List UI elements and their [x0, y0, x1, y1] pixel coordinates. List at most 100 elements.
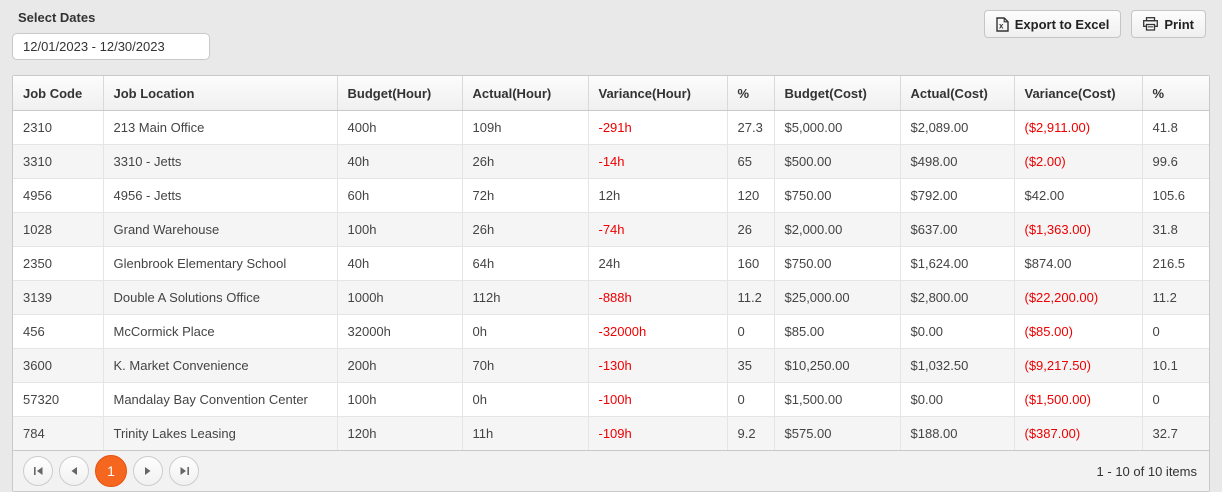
table-row[interactable]: 4956 4956 - Jetts 60h 72h 12h 120 $750.0…	[13, 178, 1209, 213]
job-cost-table: Job Code Job Location Budget(Hour) Actua…	[13, 76, 1209, 450]
cell-variance-hour: -74h	[587, 212, 727, 247]
cell-variance-hour: -888h	[587, 280, 727, 315]
cell-variance-hour: -291h	[587, 110, 727, 145]
cell-job-location: Trinity Lakes Leasing	[102, 416, 337, 450]
cell-job-code: 3139	[13, 280, 103, 315]
column-header-variance-hour[interactable]: Variance(Hour)	[587, 76, 727, 111]
cell-budget-hour: 100h	[336, 382, 462, 417]
select-dates-label: Select Dates	[18, 10, 96, 25]
cell-job-code: 4956	[13, 178, 103, 213]
cell-job-code: 784	[13, 416, 103, 450]
cell-pct-hour: 26	[726, 212, 774, 247]
table-row[interactable]: 784 Trinity Lakes Leasing 120h 11h -109h…	[13, 416, 1209, 450]
column-header-pct-hour[interactable]: %	[726, 76, 774, 111]
cell-job-location: Glenbrook Elementary School	[102, 246, 337, 281]
cell-job-code: 57320	[13, 382, 103, 417]
cell-budget-hour: 32000h	[336, 314, 462, 349]
cell-budget-hour: 60h	[336, 178, 462, 213]
job-cost-grid: Job Code Job Location Budget(Hour) Actua…	[12, 75, 1210, 492]
cell-budget-hour: 100h	[336, 212, 462, 247]
date-filter: Select Dates	[12, 9, 210, 60]
table-row[interactable]: 3310 3310 - Jetts 40h 26h -14h 65 $500.0…	[13, 144, 1209, 179]
cell-pct-hour: 9.2	[726, 416, 774, 450]
column-header-budget-hour[interactable]: Budget(Hour)	[336, 76, 462, 111]
cell-variance-cost: $874.00	[1013, 246, 1142, 281]
print-button[interactable]: Print	[1131, 10, 1206, 38]
cell-variance-hour: 24h	[587, 246, 727, 281]
last-page-button[interactable]	[169, 456, 199, 486]
next-page-button[interactable]	[133, 456, 163, 486]
cell-budget-hour: 40h	[336, 144, 462, 179]
cell-budget-cost: $5,000.00	[773, 110, 900, 145]
column-header-actual-hour[interactable]: Actual(Hour)	[461, 76, 588, 111]
cell-budget-hour: 1000h	[336, 280, 462, 315]
cell-actual-cost: $2,800.00	[899, 280, 1014, 315]
table-row[interactable]: 456 McCormick Place 32000h 0h -32000h 0 …	[13, 314, 1209, 349]
svg-text:x: x	[999, 21, 1004, 30]
pager-range-info: 1 - 10 of 10 items	[1096, 463, 1197, 479]
cell-job-code: 1028	[13, 212, 103, 247]
cell-pct-hour: 27.3	[726, 110, 774, 145]
cell-pct-cost: 216.5	[1141, 246, 1209, 281]
cell-variance-hour: -100h	[587, 382, 727, 417]
cell-job-code: 3600	[13, 348, 103, 383]
cell-variance-cost: $42.00	[1013, 178, 1142, 213]
cell-actual-hour: 0h	[461, 382, 588, 417]
cell-job-location: K. Market Convenience	[102, 348, 337, 383]
column-header-job-location[interactable]: Job Location	[102, 76, 337, 111]
table-row[interactable]: 57320 Mandalay Bay Convention Center 100…	[13, 382, 1209, 417]
cell-job-code: 456	[13, 314, 103, 349]
toolbar-buttons: x Export to Excel Print	[983, 10, 1206, 38]
cell-variance-cost: ($9,217.50)	[1013, 348, 1142, 383]
date-range-input[interactable]	[12, 33, 210, 60]
cell-variance-hour: -14h	[587, 144, 727, 179]
table-row[interactable]: 1028 Grand Warehouse 100h 26h -74h 26 $2…	[13, 212, 1209, 247]
cell-job-location: McCormick Place	[102, 314, 337, 349]
column-header-actual-cost[interactable]: Actual(Cost)	[899, 76, 1014, 111]
cell-pct-hour: 120	[726, 178, 774, 213]
table-row[interactable]: 3139 Double A Solutions Office 1000h 112…	[13, 280, 1209, 315]
cell-job-code: 3310	[13, 144, 103, 179]
table-row[interactable]: 3600 K. Market Convenience 200h 70h -130…	[13, 348, 1209, 383]
column-header-pct-cost[interactable]: %	[1141, 76, 1209, 111]
cell-actual-hour: 109h	[461, 110, 588, 145]
table-row[interactable]: 2310 213 Main Office 400h 109h -291h 27.…	[13, 110, 1209, 145]
cell-actual-cost: $188.00	[899, 416, 1014, 450]
column-header-variance-cost[interactable]: Variance(Cost)	[1013, 76, 1142, 111]
cell-pct-hour: 160	[726, 246, 774, 281]
cell-pct-cost: 41.8	[1141, 110, 1209, 145]
cell-variance-hour: 12h	[587, 178, 727, 213]
column-header-budget-cost[interactable]: Budget(Cost)	[773, 76, 900, 111]
cell-variance-cost: ($22,200.00)	[1013, 280, 1142, 315]
table-row[interactable]: 2350 Glenbrook Elementary School 40h 64h…	[13, 246, 1209, 281]
cell-variance-hour: -130h	[587, 348, 727, 383]
cell-actual-hour: 72h	[461, 178, 588, 213]
previous-page-button[interactable]	[59, 456, 89, 486]
cell-actual-cost: $2,089.00	[899, 110, 1014, 145]
previous-page-icon	[70, 466, 78, 476]
cell-variance-hour: -32000h	[587, 314, 727, 349]
cell-budget-cost: $1,500.00	[773, 382, 900, 417]
first-page-icon	[33, 466, 44, 476]
cell-actual-cost: $0.00	[899, 314, 1014, 349]
column-header-job-code[interactable]: Job Code	[13, 76, 103, 111]
cell-pct-cost: 10.1	[1141, 348, 1209, 383]
cell-actual-cost: $1,032.50	[899, 348, 1014, 383]
cell-pct-cost: 11.2	[1141, 280, 1209, 315]
cell-variance-cost: ($387.00)	[1013, 416, 1142, 450]
cell-actual-hour: 0h	[461, 314, 588, 349]
page-1-button[interactable]: 1	[95, 455, 127, 487]
printer-icon	[1143, 17, 1159, 31]
cell-variance-cost: ($85.00)	[1013, 314, 1142, 349]
cell-pct-cost: 32.7	[1141, 416, 1209, 450]
cell-job-code: 2310	[23, 120, 52, 135]
next-page-icon	[144, 466, 152, 476]
cell-budget-cost: $85.00	[773, 314, 900, 349]
cell-actual-hour: 112h	[461, 280, 588, 315]
first-page-button[interactable]	[23, 456, 53, 486]
export-to-excel-button[interactable]: x Export to Excel	[983, 10, 1122, 38]
table-header-row: Job Code Job Location Budget(Hour) Actua…	[13, 76, 1209, 111]
cell-budget-cost: $500.00	[773, 144, 900, 179]
cell-pct-hour: 0	[726, 382, 774, 417]
print-button-label: Print	[1164, 16, 1194, 32]
